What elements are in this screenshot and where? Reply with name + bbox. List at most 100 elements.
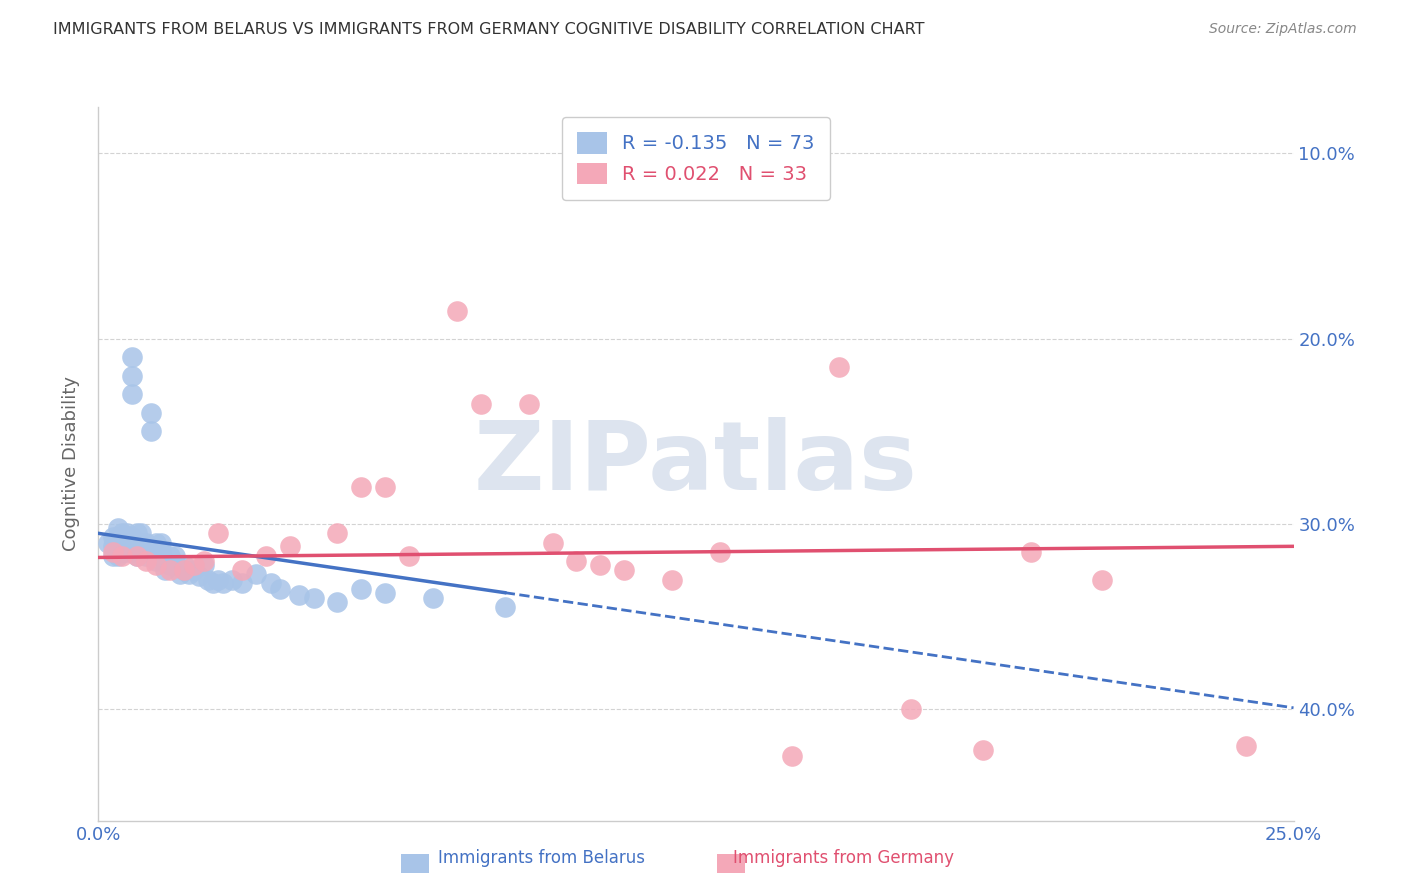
- Point: [101, 549, 124, 563]
- Point: [121, 351, 143, 365]
- Legend: R = -0.135   N = 73, R = 0.022   N = 33: R = -0.135 N = 73, R = 0.022 N = 33: [562, 117, 830, 200]
- Point: [139, 406, 162, 420]
- Point: [565, 554, 588, 568]
- Point: [173, 563, 195, 577]
- Point: [121, 530, 143, 544]
- Text: ZIPatlas: ZIPatlas: [474, 417, 918, 510]
- Point: [780, 748, 803, 763]
- Point: [125, 545, 148, 559]
- Point: [173, 563, 195, 577]
- Point: [709, 545, 731, 559]
- Point: [111, 549, 134, 563]
- Point: [302, 591, 325, 606]
- Point: [211, 576, 233, 591]
- Text: IMMIGRANTS FROM BELARUS VS IMMIGRANTS FROM GERMANY COGNITIVE DISABILITY CORRELAT: IMMIGRANTS FROM BELARUS VS IMMIGRANTS FR…: [53, 22, 925, 37]
- Point: [131, 539, 153, 553]
- Point: [828, 359, 851, 374]
- Point: [470, 396, 492, 410]
- Point: [107, 549, 129, 563]
- Point: [159, 558, 181, 572]
- Point: [446, 304, 468, 318]
- Bar: [401, 854, 429, 873]
- Point: [1019, 545, 1042, 559]
- Point: [193, 554, 215, 568]
- Point: [517, 396, 540, 410]
- Point: [125, 549, 148, 563]
- Point: [121, 539, 143, 553]
- Point: [145, 535, 167, 549]
- Point: [125, 549, 148, 563]
- Point: [131, 545, 153, 559]
- Point: [541, 535, 564, 549]
- Point: [374, 480, 396, 494]
- Bar: [717, 854, 745, 873]
- Point: [115, 545, 138, 559]
- Point: [326, 526, 349, 541]
- Point: [107, 521, 129, 535]
- Point: [135, 549, 157, 563]
- Text: Immigrants from Belarus: Immigrants from Belarus: [437, 849, 645, 867]
- Point: [326, 595, 349, 609]
- Point: [900, 702, 922, 716]
- Point: [149, 545, 172, 559]
- Point: [245, 567, 267, 582]
- Point: [121, 368, 143, 383]
- Point: [183, 558, 205, 572]
- Point: [183, 563, 205, 577]
- Point: [101, 539, 124, 553]
- Text: Immigrants from Germany: Immigrants from Germany: [733, 849, 955, 867]
- Point: [350, 480, 373, 494]
- Point: [159, 563, 181, 577]
- Point: [135, 554, 157, 568]
- Point: [187, 569, 209, 583]
- Point: [125, 526, 148, 541]
- Point: [197, 573, 219, 587]
- Point: [139, 425, 162, 439]
- Point: [288, 587, 311, 601]
- Point: [115, 526, 138, 541]
- Point: [107, 530, 129, 544]
- Point: [259, 576, 281, 591]
- Point: [163, 549, 186, 563]
- Point: [374, 585, 396, 599]
- Point: [149, 549, 172, 563]
- Point: [179, 567, 201, 582]
- Point: [207, 573, 229, 587]
- Point: [145, 545, 167, 559]
- Point: [135, 539, 157, 553]
- Point: [155, 554, 177, 568]
- Point: [1091, 573, 1114, 587]
- Point: [107, 539, 129, 553]
- Point: [155, 563, 177, 577]
- Point: [111, 530, 134, 544]
- Point: [121, 545, 143, 559]
- Point: [269, 582, 291, 596]
- Point: [278, 539, 301, 553]
- Point: [131, 526, 153, 541]
- Point: [149, 535, 172, 549]
- Point: [231, 563, 253, 577]
- Point: [1234, 739, 1257, 754]
- Point: [589, 558, 612, 572]
- Point: [111, 535, 134, 549]
- Point: [145, 558, 167, 572]
- Point: [159, 549, 181, 563]
- Point: [135, 535, 157, 549]
- Point: [613, 563, 636, 577]
- Point: [139, 545, 162, 559]
- Point: [173, 558, 195, 572]
- Point: [111, 545, 134, 559]
- Point: [221, 573, 243, 587]
- Point: [97, 535, 120, 549]
- Point: [163, 558, 186, 572]
- Point: [254, 549, 277, 563]
- Point: [231, 576, 253, 591]
- Point: [121, 387, 143, 401]
- Point: [115, 539, 138, 553]
- Point: [422, 591, 444, 606]
- Point: [115, 535, 138, 549]
- Text: Source: ZipAtlas.com: Source: ZipAtlas.com: [1209, 22, 1357, 37]
- Point: [193, 558, 215, 572]
- Point: [398, 549, 420, 563]
- Point: [207, 526, 229, 541]
